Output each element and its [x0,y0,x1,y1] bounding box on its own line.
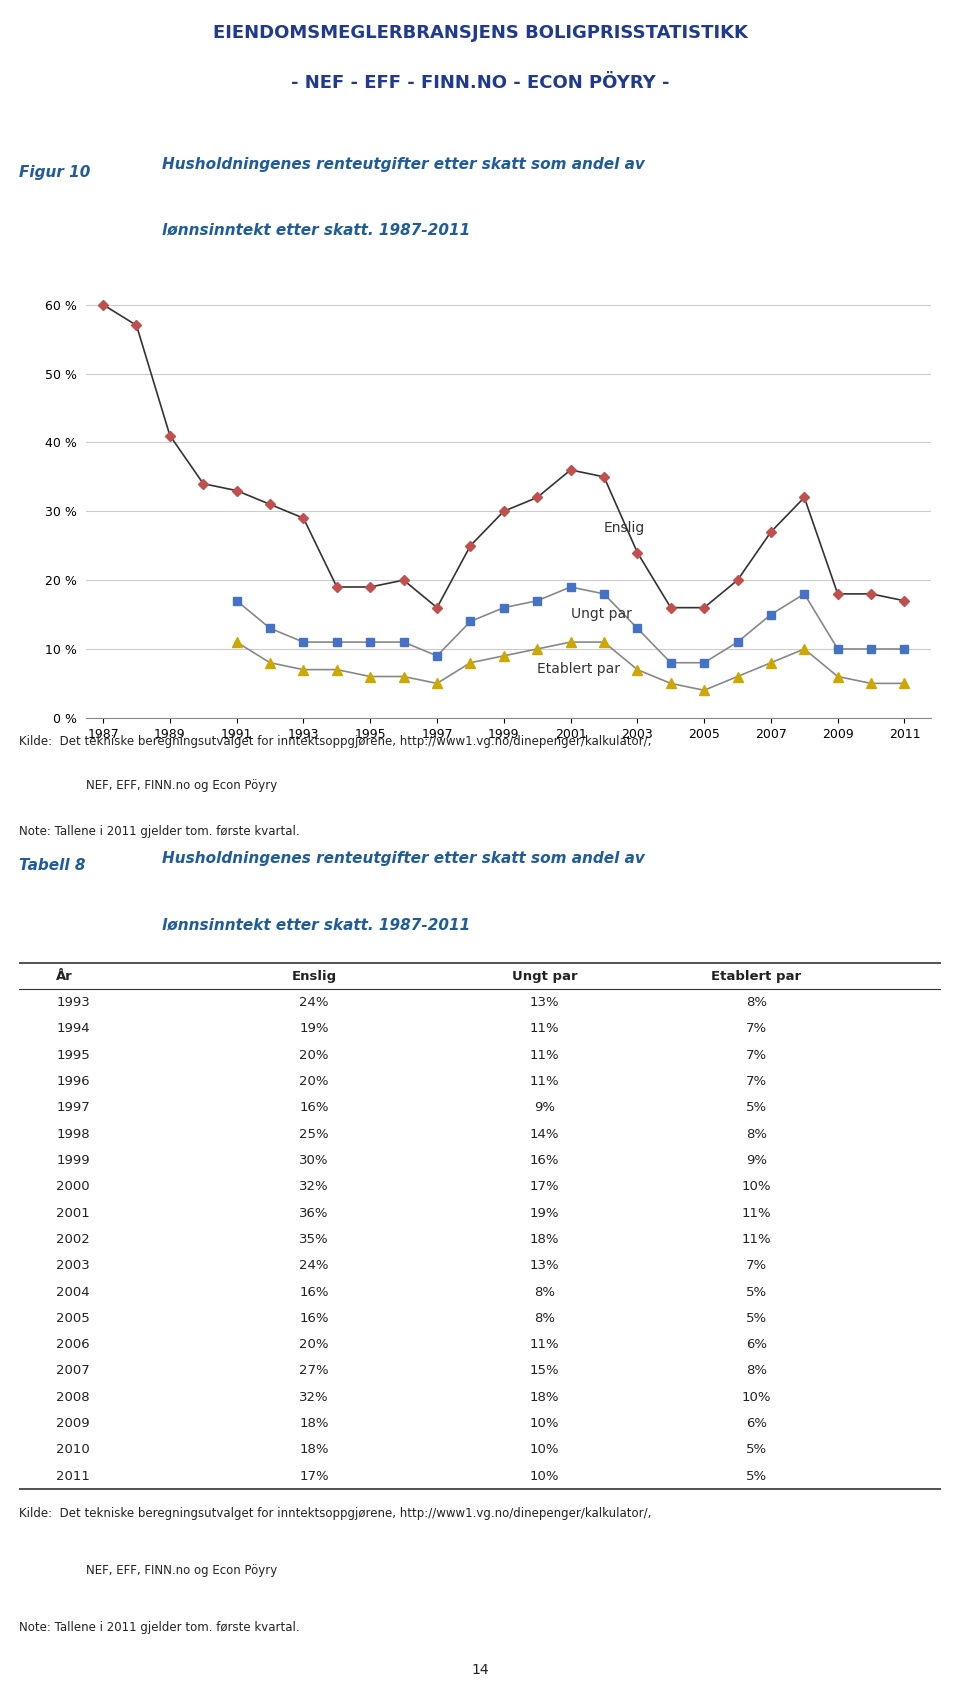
Text: 16%: 16% [300,1285,329,1299]
Text: Enslig: Enslig [292,969,337,983]
Text: EIENDOMSMEGLERBRANSJENS BOLIGPRISSTATISTIKK: EIENDOMSMEGLERBRANSJENS BOLIGPRISSTATIST… [212,24,748,42]
Text: 11%: 11% [742,1233,771,1246]
Text: 17%: 17% [530,1181,560,1192]
Text: 1997: 1997 [56,1101,90,1115]
Text: 1996: 1996 [56,1074,89,1088]
Text: Husholdningenes renteutgifter etter skatt som andel av: Husholdningenes renteutgifter etter skat… [162,157,645,172]
Text: Enslig: Enslig [604,520,645,535]
Text: 6%: 6% [746,1417,767,1431]
Text: 14%: 14% [530,1128,560,1140]
Text: 2008: 2008 [56,1390,89,1404]
Text: 11%: 11% [530,1338,560,1351]
Text: 32%: 32% [300,1390,329,1404]
Text: 9%: 9% [534,1101,555,1115]
Text: 18%: 18% [530,1390,560,1404]
Text: 10%: 10% [530,1444,560,1456]
Text: 18%: 18% [300,1417,329,1431]
Text: 1993: 1993 [56,997,90,1008]
Text: 2003: 2003 [56,1260,90,1272]
Text: 13%: 13% [530,1260,560,1272]
Text: 20%: 20% [300,1338,329,1351]
Text: 17%: 17% [300,1469,329,1483]
Text: 2005: 2005 [56,1312,90,1324]
Text: 2004: 2004 [56,1285,89,1299]
Text: 8%: 8% [746,997,767,1008]
Text: 7%: 7% [746,1260,767,1272]
Text: 19%: 19% [300,1022,329,1035]
Text: NEF, EFF, FINN.no og Econ Pöyry: NEF, EFF, FINN.no og Econ Pöyry [85,1564,276,1576]
Text: År: År [56,969,73,983]
Text: 27%: 27% [300,1365,329,1378]
Text: 20%: 20% [300,1074,329,1088]
Text: 8%: 8% [534,1312,555,1324]
Text: Tabell 8: Tabell 8 [19,858,85,873]
Text: lønnsinntekt etter skatt. 1987-2011: lønnsinntekt etter skatt. 1987-2011 [162,223,470,236]
Text: 2010: 2010 [56,1444,90,1456]
Text: Note: Tallene i 2011 gjelder tom. første kvartal.: Note: Tallene i 2011 gjelder tom. første… [19,1621,300,1635]
Text: 5%: 5% [746,1444,767,1456]
Text: 14: 14 [471,1664,489,1677]
Text: NEF, EFF, FINN.no og Econ Pöyry: NEF, EFF, FINN.no og Econ Pöyry [85,779,276,792]
Text: 16%: 16% [300,1312,329,1324]
Text: 5%: 5% [746,1285,767,1299]
Text: Kilde:  Det tekniske beregningsutvalget for inntektsoppgjørene, http://www1.vg.n: Kilde: Det tekniske beregningsutvalget f… [19,1508,652,1520]
Text: Husholdningenes renteutgifter etter skatt som andel av: Husholdningenes renteutgifter etter skat… [162,851,645,866]
Text: 2011: 2011 [56,1469,90,1483]
Text: 2006: 2006 [56,1338,89,1351]
Text: 5%: 5% [746,1312,767,1324]
Text: 24%: 24% [300,997,329,1008]
Text: 5%: 5% [746,1101,767,1115]
Text: 2000: 2000 [56,1181,89,1192]
Text: 18%: 18% [300,1444,329,1456]
Text: 16%: 16% [300,1101,329,1115]
Text: 7%: 7% [746,1074,767,1088]
Text: Ungt par: Ungt par [570,606,632,622]
Text: 2007: 2007 [56,1365,90,1378]
Text: 11%: 11% [530,1049,560,1062]
Text: 7%: 7% [746,1022,767,1035]
Text: Note: Tallene i 2011 gjelder tom. første kvartal.: Note: Tallene i 2011 gjelder tom. første… [19,824,300,838]
Text: 8%: 8% [534,1285,555,1299]
Text: 19%: 19% [530,1206,560,1219]
Text: lønnsinntekt etter skatt. 1987-2011: lønnsinntekt etter skatt. 1987-2011 [162,917,470,932]
Text: 10%: 10% [530,1469,560,1483]
Text: 5%: 5% [746,1469,767,1483]
Text: 16%: 16% [530,1154,560,1167]
Text: 36%: 36% [300,1206,329,1219]
Text: 10%: 10% [742,1390,771,1404]
Text: 2001: 2001 [56,1206,90,1219]
Text: 10%: 10% [742,1181,771,1192]
Text: 18%: 18% [530,1233,560,1246]
Text: 11%: 11% [742,1206,771,1219]
Text: 24%: 24% [300,1260,329,1272]
Text: 30%: 30% [300,1154,329,1167]
Text: 13%: 13% [530,997,560,1008]
Text: 15%: 15% [530,1365,560,1378]
Text: 6%: 6% [746,1338,767,1351]
Text: Etablert par: Etablert par [711,969,802,983]
Text: 25%: 25% [300,1128,329,1140]
Text: 1998: 1998 [56,1128,89,1140]
Text: 35%: 35% [300,1233,329,1246]
Text: Etablert par: Etablert par [538,662,620,676]
Text: Ungt par: Ungt par [512,969,577,983]
Text: 1994: 1994 [56,1022,89,1035]
Text: 1999: 1999 [56,1154,89,1167]
Text: 8%: 8% [746,1365,767,1378]
Text: 8%: 8% [746,1128,767,1140]
Text: 11%: 11% [530,1074,560,1088]
Text: 1995: 1995 [56,1049,90,1062]
Text: 9%: 9% [746,1154,767,1167]
Text: 11%: 11% [530,1022,560,1035]
Text: - NEF - EFF - FINN.NO - ECON PÖYRY -: - NEF - EFF - FINN.NO - ECON PÖYRY - [291,74,669,91]
Text: 32%: 32% [300,1181,329,1192]
Text: 2002: 2002 [56,1233,90,1246]
Text: 2009: 2009 [56,1417,89,1431]
Text: 7%: 7% [746,1049,767,1062]
Text: Figur 10: Figur 10 [19,166,90,179]
Text: 10%: 10% [530,1417,560,1431]
Text: Kilde:  Det tekniske beregningsutvalget for inntektsoppgjørene, http://www1.vg.n: Kilde: Det tekniske beregningsutvalget f… [19,735,652,748]
Text: 20%: 20% [300,1049,329,1062]
